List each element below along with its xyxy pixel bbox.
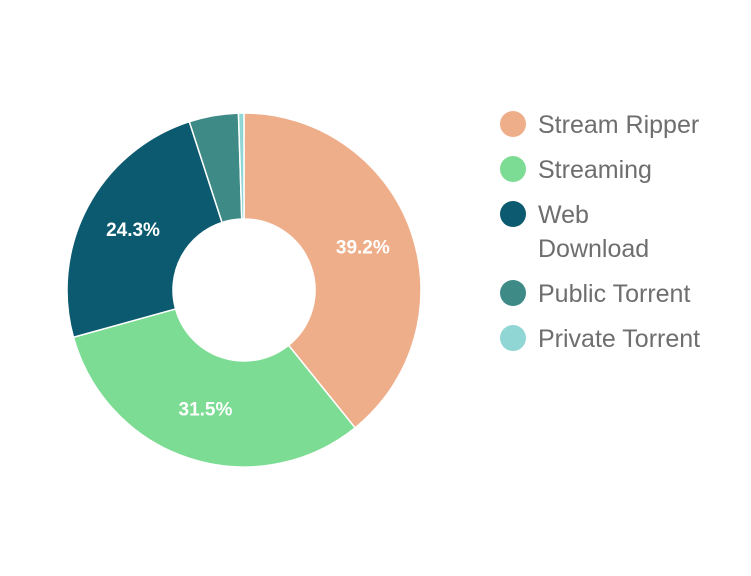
slice-streaming [72,308,356,468]
donut-slice-labels: 39.2% 31.5% 24.3% [106,220,390,421]
data-label-streaming: 31.5% [179,399,233,420]
legend-label-web-download: Web Download [538,201,650,263]
legend-swatch-stream-ripper [500,111,526,137]
slice-web-download [66,120,223,338]
legend-item-private-torrent: Private Torrent [500,322,740,356]
legend-item-web-download: Web Download [500,198,740,266]
legend-label-stream-ripper: Stream Ripper [538,111,700,139]
legend-item-public-torrent: Public Torrent [500,277,740,311]
legend-swatch-web-download [500,201,526,227]
legend: Stream Ripper Streaming Web Download Pub… [500,108,740,367]
legend-label-private-torrent: Private Torrent [538,325,701,353]
donut-slices [66,112,422,468]
legend-swatch-private-torrent [500,325,526,351]
legend-label-streaming: Streaming [538,156,652,184]
slice-stream-ripper [243,112,422,429]
legend-item-streaming: Streaming [500,153,740,187]
legend-label-public-torrent: Public Torrent [538,280,691,308]
data-label-web-download: 24.3% [106,220,160,241]
legend-swatch-streaming [500,156,526,182]
legend-swatch-public-torrent [500,280,526,306]
legend-item-stream-ripper: Stream Ripper [500,108,740,142]
data-label-stream-ripper: 39.2% [336,238,390,259]
slice-private-torrent [237,112,245,220]
